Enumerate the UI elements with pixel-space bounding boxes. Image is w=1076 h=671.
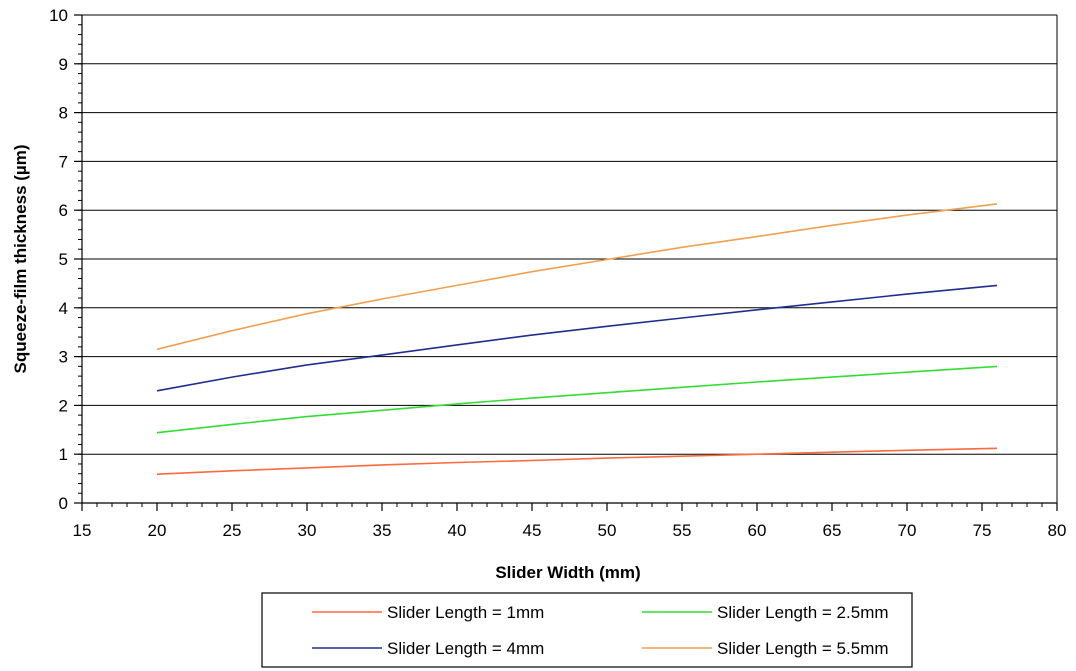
series-lines xyxy=(156,203,998,475)
y-tick-label: 4 xyxy=(59,299,68,318)
x-axis-title: Slider Width (mm) xyxy=(495,563,640,582)
x-tick-label: 50 xyxy=(598,521,617,540)
x-tick-label: 30 xyxy=(298,521,317,540)
y-axis-title: Squeeze-film thickness (µm) xyxy=(11,145,30,374)
series-line xyxy=(156,203,998,351)
x-tick-label: 40 xyxy=(448,521,467,540)
series-line xyxy=(156,284,998,392)
y-tick-label: 10 xyxy=(49,6,68,25)
x-tick-label: 55 xyxy=(673,521,692,540)
axes xyxy=(78,14,1058,507)
x-tick-label: 25 xyxy=(223,521,242,540)
series-line xyxy=(156,447,998,475)
legend: Slider Length = 1mm Slider Length = 2.5mm… xyxy=(261,592,913,668)
x-tick-label: 15 xyxy=(73,521,92,540)
x-tick-label: 65 xyxy=(823,521,842,540)
x-tick-label: 45 xyxy=(523,521,542,540)
y-tick-label: 1 xyxy=(59,445,68,464)
legend-label: Slider Length = 5.5mm xyxy=(717,639,889,658)
legend-box xyxy=(261,592,913,668)
x-tick-label: 35 xyxy=(373,521,392,540)
gridlines xyxy=(82,14,1057,455)
series-line xyxy=(156,365,998,434)
legend-label: Slider Length = 1mm xyxy=(387,603,544,622)
x-tick-label: 80 xyxy=(1048,521,1067,540)
legend-label: Slider Length = 4mm xyxy=(387,639,544,658)
x-tick-label: 75 xyxy=(973,521,992,540)
x-tick-label: 70 xyxy=(898,521,917,540)
y-tick-label: 7 xyxy=(59,152,68,171)
y-tick-label: 9 xyxy=(59,55,68,74)
y-tick-label: 0 xyxy=(59,494,68,513)
x-tick-label: 20 xyxy=(148,521,167,540)
y-tick-label: 8 xyxy=(59,104,68,123)
y-axis-ticks: 0 1 2 3 4 5 6 7 8 9 10 xyxy=(49,6,82,513)
y-tick-label: 5 xyxy=(59,250,68,269)
x-tick-label: 60 xyxy=(748,521,767,540)
y-tick-label: 2 xyxy=(59,396,68,415)
legend-label: Slider Length = 2.5mm xyxy=(717,603,889,622)
y-tick-label: 3 xyxy=(59,348,68,367)
y-tick-label: 6 xyxy=(59,201,68,220)
x-axis-ticks: 15 20 25 30 35 40 45 50 55 60 65 70 75 80 xyxy=(73,503,1067,540)
